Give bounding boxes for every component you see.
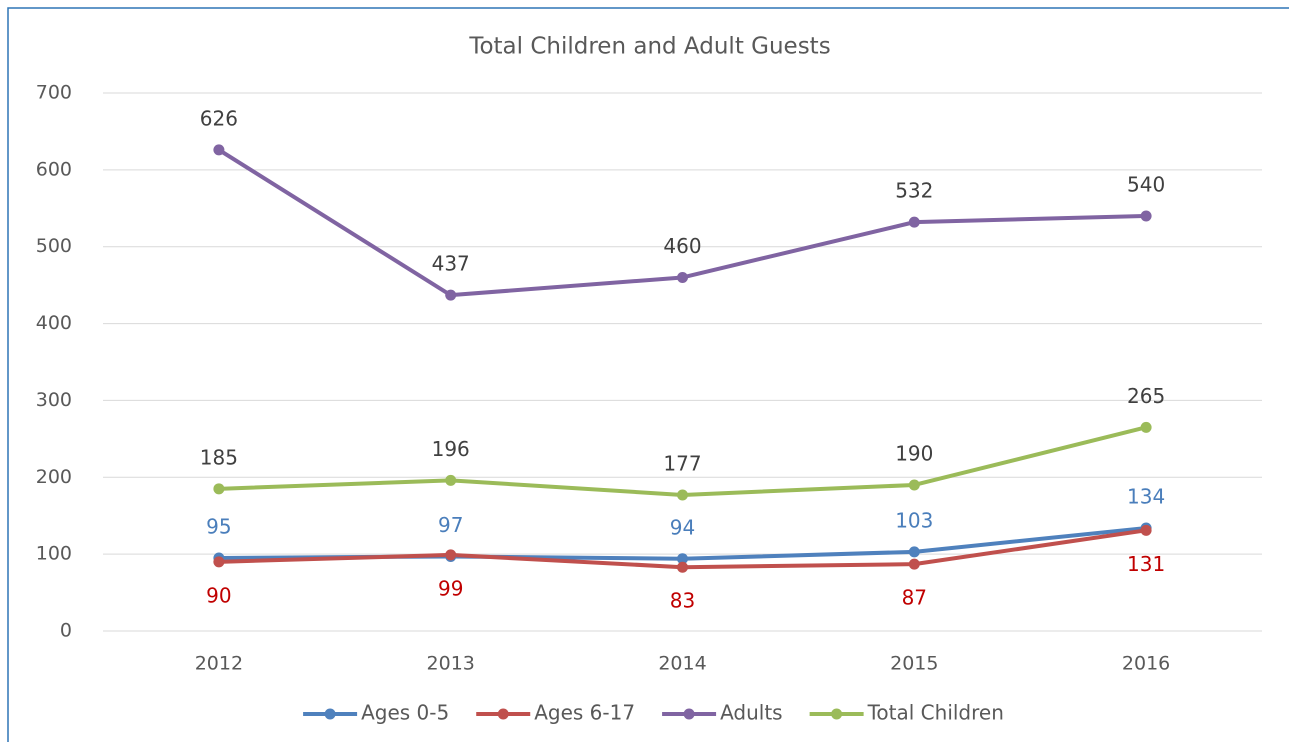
data-label: 87 bbox=[902, 586, 927, 610]
chart-title: Total Children and Adult Guests bbox=[468, 34, 830, 60]
legend-label: Adults bbox=[720, 701, 783, 725]
series-marker bbox=[213, 483, 225, 495]
series-marker bbox=[908, 216, 920, 228]
y-tick-label: 700 bbox=[36, 82, 72, 104]
series-marker bbox=[677, 553, 688, 565]
x-tick-label: 2016 bbox=[1122, 653, 1170, 675]
series-marker bbox=[908, 479, 920, 491]
chart-frame bbox=[7, 7, 1289, 742]
legend-label: Ages 6-17 bbox=[534, 701, 635, 725]
y-tick-label: 200 bbox=[36, 466, 72, 488]
series-marker bbox=[908, 546, 920, 558]
legend-marker bbox=[831, 708, 843, 720]
series-marker bbox=[677, 271, 688, 283]
y-tick-label: 400 bbox=[36, 312, 72, 334]
data-label: 265 bbox=[1127, 384, 1165, 408]
legend-marker bbox=[683, 708, 695, 720]
series-marker bbox=[445, 289, 457, 301]
x-tick-label: 2015 bbox=[890, 653, 938, 675]
series-marker bbox=[908, 558, 920, 570]
data-label: 177 bbox=[663, 451, 701, 475]
y-tick-label: 600 bbox=[36, 158, 72, 180]
legend-marker bbox=[497, 708, 509, 720]
series-marker bbox=[1140, 524, 1152, 536]
x-tick-label: 2012 bbox=[195, 653, 243, 675]
data-label: 97 bbox=[438, 513, 463, 537]
x-tick-label: 2013 bbox=[427, 653, 475, 675]
data-label: 103 bbox=[895, 508, 933, 532]
legend-label: Total Children bbox=[867, 701, 1004, 725]
data-label: 94 bbox=[670, 515, 695, 539]
data-label: 540 bbox=[1127, 172, 1165, 196]
legend-marker bbox=[324, 708, 336, 720]
series-marker bbox=[677, 489, 688, 501]
data-label: 131 bbox=[1127, 552, 1165, 576]
y-tick-label: 100 bbox=[36, 543, 72, 565]
data-label: 626 bbox=[200, 106, 238, 130]
series-marker bbox=[445, 474, 457, 486]
data-label: 196 bbox=[432, 437, 470, 461]
series-marker bbox=[213, 144, 225, 156]
data-label: 90 bbox=[206, 583, 231, 607]
series-marker bbox=[1140, 210, 1152, 222]
data-label: 532 bbox=[895, 179, 933, 203]
y-tick-label: 0 bbox=[60, 620, 72, 642]
y-tick-label: 500 bbox=[36, 235, 72, 257]
series-marker bbox=[1140, 421, 1152, 433]
y-tick-label: 300 bbox=[36, 389, 72, 411]
data-label: 99 bbox=[438, 576, 463, 600]
legend-label: Ages 0-5 bbox=[361, 701, 449, 725]
series-marker bbox=[213, 556, 225, 568]
data-label: 134 bbox=[1127, 485, 1165, 509]
data-label: 460 bbox=[663, 234, 701, 258]
data-label: 437 bbox=[432, 252, 470, 276]
data-label: 83 bbox=[670, 589, 695, 613]
data-label: 190 bbox=[895, 441, 933, 465]
series-marker bbox=[445, 549, 457, 561]
x-tick-label: 2014 bbox=[658, 653, 706, 675]
data-label: 185 bbox=[200, 445, 238, 469]
data-label: 95 bbox=[206, 514, 231, 538]
series-marker bbox=[677, 561, 688, 573]
